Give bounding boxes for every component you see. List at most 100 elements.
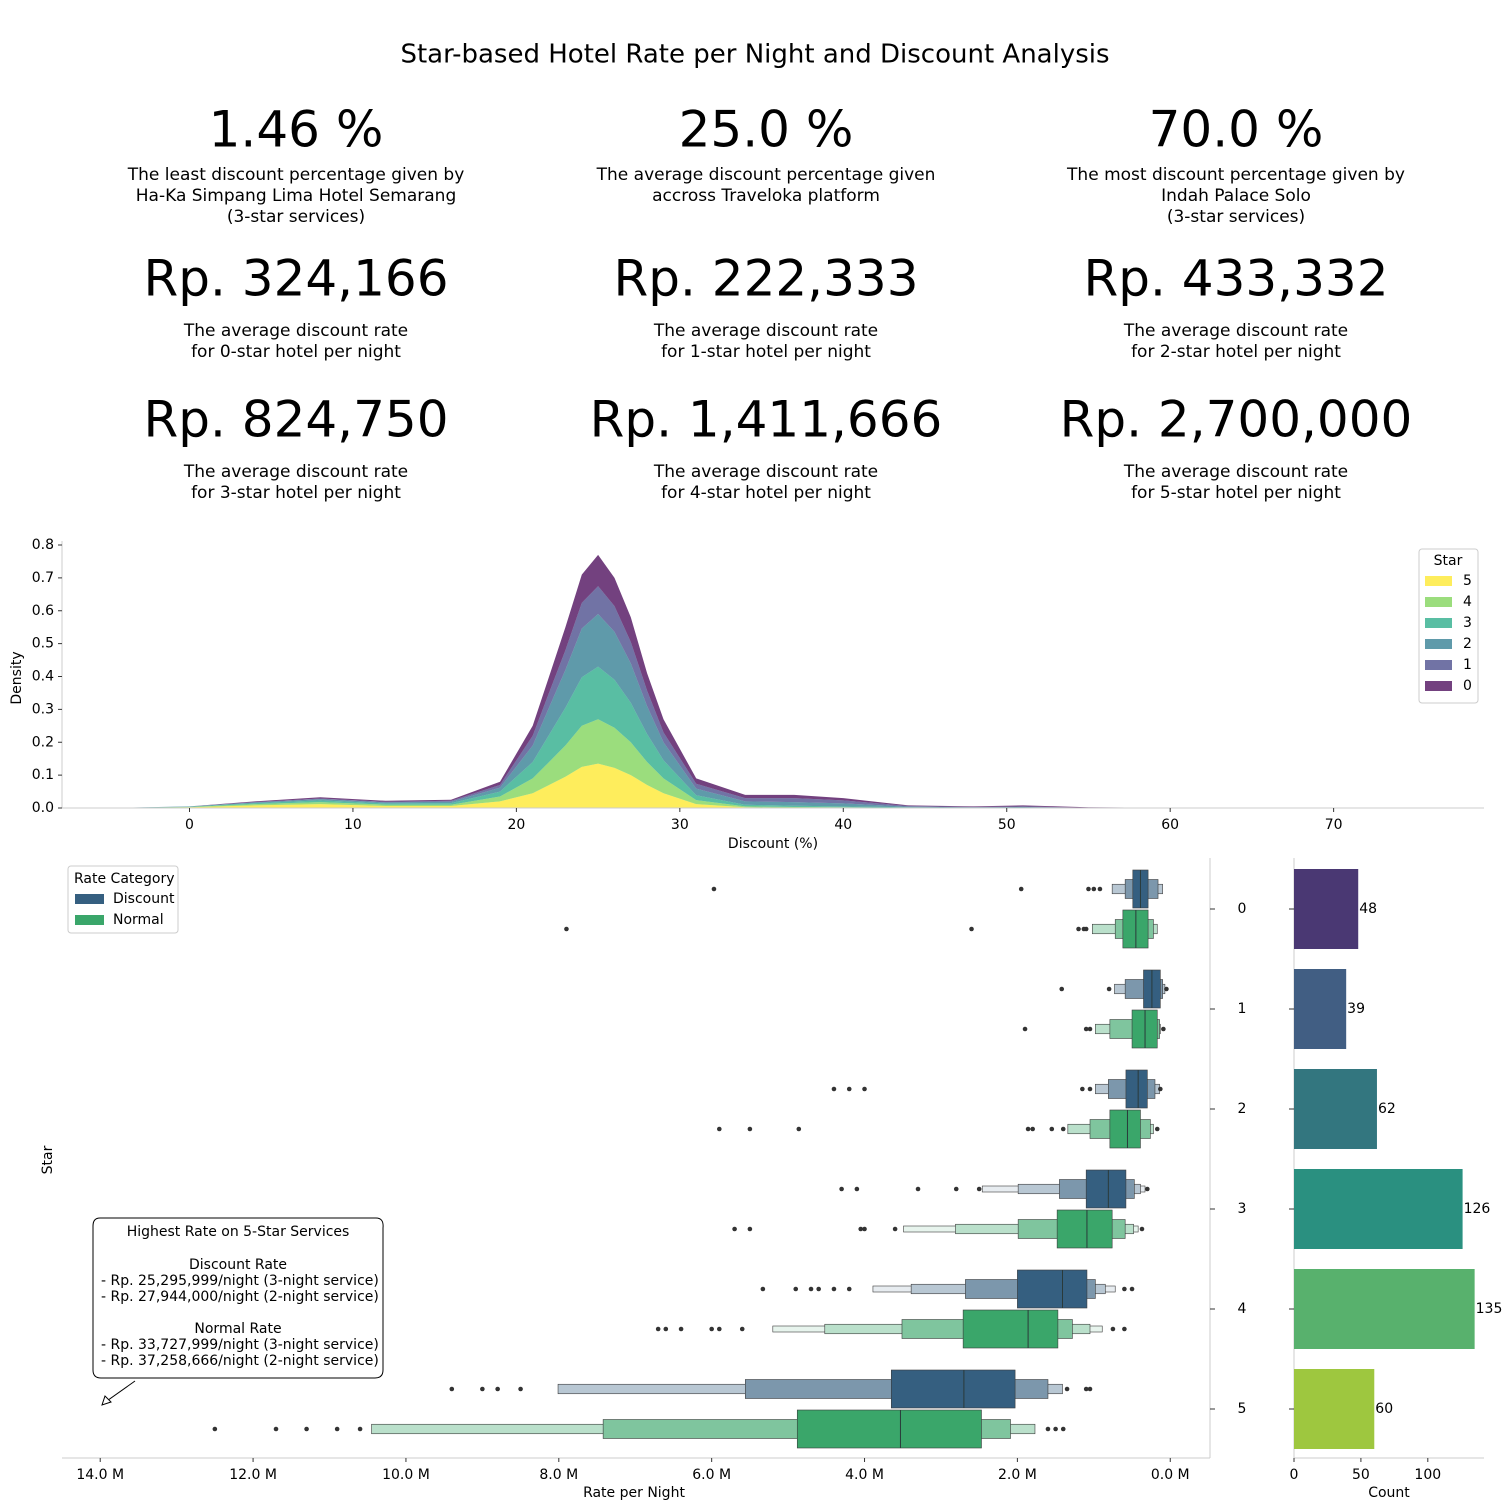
outlier: [1060, 1126, 1066, 1132]
annotation-line: - Rp. 33,727,999/night (3-night service): [101, 1337, 379, 1353]
kpi-value: Rp. 1,411,666: [590, 391, 943, 449]
x-tick-label: 12.0 M: [229, 1467, 277, 1483]
outlier: [709, 1326, 714, 1332]
x-tick-label: 50: [998, 817, 1016, 833]
outlier: [1129, 1286, 1135, 1292]
y-tick-label: 5: [1238, 1401, 1247, 1417]
bar: [1294, 869, 1359, 949]
y-tick-label: 0.3: [32, 701, 54, 717]
kpi-value: 1.46 %: [209, 101, 384, 159]
outlier: [1145, 1186, 1150, 1192]
x-axis-label: Count: [1368, 1485, 1410, 1501]
kpi-caption: The least discount percentage given by: [127, 165, 465, 185]
boxen-box: [1125, 1069, 1148, 1109]
outlier: [1059, 986, 1065, 992]
outlier: [1018, 886, 1024, 892]
outlier: [1083, 1386, 1089, 1392]
kpi-value: 25.0 %: [679, 101, 854, 159]
x-tick-label: 20: [507, 817, 525, 833]
kpi-caption: for 0-star hotel per night: [191, 342, 401, 362]
outlier: [816, 1286, 821, 1292]
y-tick-label: 1: [1238, 1001, 1247, 1017]
annotation-line: - Rp. 27,944,000/night (2-night service): [101, 1289, 379, 1305]
outlier: [747, 1226, 753, 1232]
kpi-caption: The average discount rate: [183, 462, 408, 482]
y-axis-label: Density: [9, 651, 25, 704]
outlier: [1025, 1126, 1031, 1132]
kpi-caption: The most discount percentage given by: [1066, 165, 1405, 185]
legend-swatch: [1425, 597, 1452, 607]
bar-value-label: 135: [1476, 1301, 1503, 1317]
legend-title: Rate Category: [74, 871, 175, 887]
bar-value-label: 126: [1464, 1201, 1491, 1217]
kpi-caption: The average discount rate: [1123, 462, 1348, 482]
y-tick-label: 0.8: [32, 537, 54, 553]
y-tick-label: 0.1: [32, 767, 54, 783]
kpi-value: Rp. 2,700,000: [1060, 391, 1413, 449]
outlier: [1030, 1126, 1035, 1132]
outlier: [846, 1086, 852, 1092]
y-tick-label: 0.2: [32, 734, 54, 750]
x-tick-label: 10: [344, 817, 362, 833]
legend-title: Star: [1434, 553, 1463, 569]
outlier: [1086, 886, 1091, 892]
outlier: [858, 1226, 864, 1232]
outlier: [1076, 926, 1081, 932]
boxen-box: [890, 1369, 1016, 1409]
y-tick-label: 4: [1238, 1301, 1247, 1317]
outlier: [739, 1326, 745, 1332]
outlier: [747, 1126, 753, 1132]
outlier: [953, 1186, 959, 1192]
outlier: [969, 926, 974, 932]
outlier: [1164, 986, 1169, 992]
boxen-box: [962, 1309, 1059, 1349]
outlier: [1053, 1426, 1058, 1432]
x-axis-label: Rate per Night: [583, 1485, 685, 1501]
bar-value-label: 62: [1378, 1101, 1396, 1117]
outlier: [793, 1286, 799, 1292]
outlier: [357, 1426, 363, 1432]
outlier: [711, 886, 717, 892]
x-tick-label: 30: [671, 817, 689, 833]
kpi-caption: The average discount percentage given: [596, 165, 936, 185]
kpi-caption: The average discount rate: [1123, 321, 1348, 341]
outlier: [1161, 1026, 1166, 1032]
outlier: [831, 1086, 837, 1092]
outlier: [846, 1286, 852, 1292]
kpi-caption: for 5-star hotel per night: [1131, 483, 1341, 503]
outlier: [976, 1186, 982, 1192]
boxen-box: [1109, 1109, 1141, 1149]
bar-value-label: 60: [1375, 1401, 1393, 1417]
y-tick-label: 0.7: [32, 570, 54, 586]
outlier: [564, 926, 569, 932]
outlier: [1087, 1026, 1093, 1032]
legend-swatch: [1425, 618, 1452, 628]
legend-label: 1: [1463, 657, 1472, 673]
boxen-box: [1017, 1269, 1088, 1309]
outlier: [732, 1226, 737, 1232]
outlier: [796, 1126, 802, 1132]
outlier: [655, 1326, 661, 1332]
y-tick-label: 0.5: [32, 636, 54, 652]
outlier: [212, 1426, 218, 1432]
outlier: [334, 1426, 340, 1432]
kpi-caption: The average discount rate: [653, 321, 878, 341]
outlier: [678, 1326, 684, 1332]
bar: [1294, 1369, 1375, 1449]
outlier: [1122, 1286, 1127, 1292]
outlier: [663, 1326, 669, 1332]
kpi-caption: Ha-Ka Simpang Lima Hotel Semarang: [136, 186, 456, 206]
annotation-line: - Rp. 25,295,999/night (3-night service): [101, 1273, 379, 1289]
kpi-caption: (3-star services): [1167, 207, 1305, 227]
outlier: [808, 1286, 814, 1292]
legend-label: 5: [1463, 573, 1472, 589]
legend-label: 0: [1463, 678, 1472, 694]
kpi-caption: for 2-star hotel per night: [1131, 342, 1341, 362]
kpi-value: Rp. 324,166: [143, 250, 448, 308]
outlier: [480, 1386, 485, 1392]
annotation-arrow: [103, 1380, 136, 1404]
kpi-caption: (3-star services): [227, 207, 365, 227]
outlier: [1022, 1026, 1028, 1032]
outlier: [1080, 1086, 1085, 1092]
legend-swatch: [1425, 660, 1452, 670]
